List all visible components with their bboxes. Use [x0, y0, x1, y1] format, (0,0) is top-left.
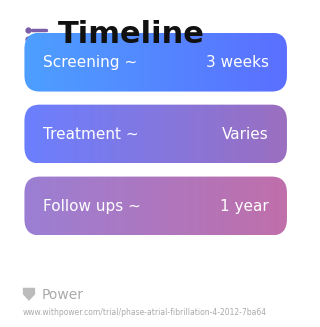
- Text: Timeline: Timeline: [58, 20, 205, 49]
- Text: Follow ups ~: Follow ups ~: [43, 198, 140, 214]
- Text: Power: Power: [41, 288, 83, 302]
- Text: Treatment ~: Treatment ~: [43, 127, 138, 142]
- Text: 1 year: 1 year: [220, 198, 269, 214]
- Polygon shape: [23, 288, 35, 301]
- Text: www.withpower.com/trial/phase-atrial-fibrillation-4-2012-7ba64: www.withpower.com/trial/phase-atrial-fib…: [23, 308, 267, 317]
- Text: Varies: Varies: [222, 127, 269, 142]
- Text: 3 weeks: 3 weeks: [206, 55, 269, 70]
- Text: Screening ~: Screening ~: [43, 55, 137, 70]
